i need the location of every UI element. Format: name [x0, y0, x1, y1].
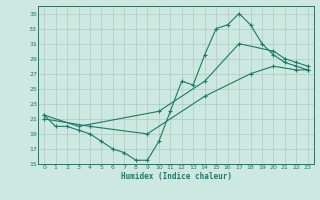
X-axis label: Humidex (Indice chaleur): Humidex (Indice chaleur) — [121, 172, 231, 181]
